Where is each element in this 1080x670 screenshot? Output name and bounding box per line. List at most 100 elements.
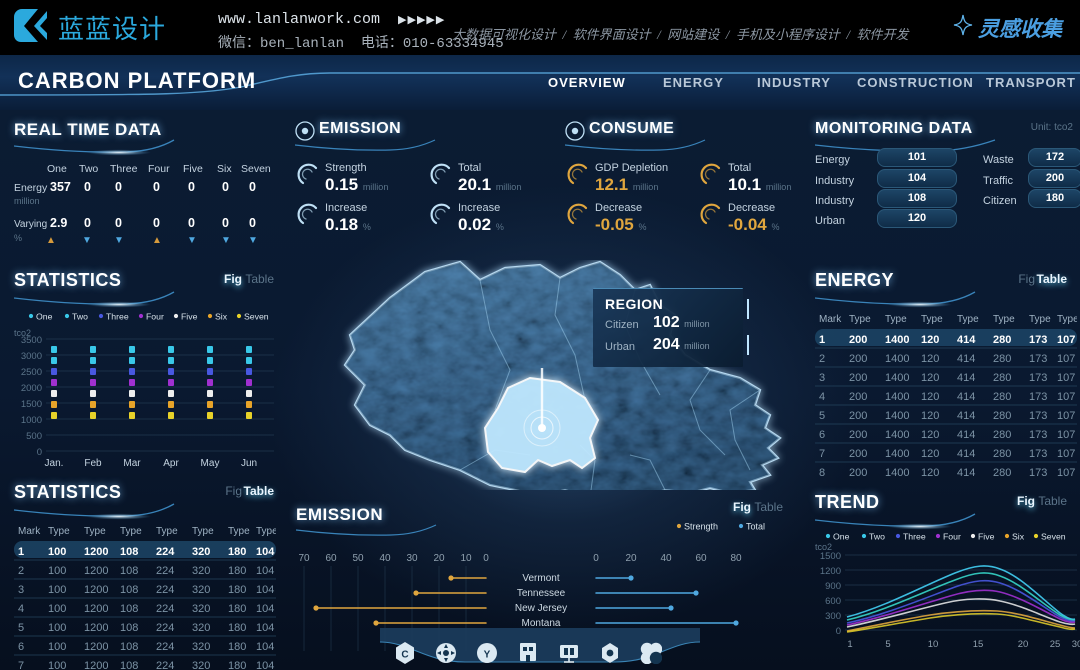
svg-text:60: 60	[325, 553, 337, 564]
svg-text:320: 320	[192, 584, 210, 596]
svg-text:173: 173	[1029, 334, 1047, 346]
svg-text:180: 180	[228, 603, 246, 615]
svg-text:224: 224	[156, 546, 175, 558]
svg-text:7: 7	[819, 448, 825, 460]
svg-text:5: 5	[885, 639, 890, 650]
svg-text:200: 200	[849, 353, 867, 365]
svg-text:Tennessee: Tennessee	[517, 588, 566, 599]
svg-text:Y: Y	[484, 650, 491, 661]
svg-text:0: 0	[153, 180, 160, 194]
svg-text:4: 4	[819, 391, 825, 403]
svg-text:Mar: Mar	[123, 458, 141, 469]
svg-text:Two: Two	[79, 163, 98, 175]
svg-text:280: 280	[993, 448, 1011, 460]
svg-text:40: 40	[379, 553, 391, 564]
svg-text:108: 108	[120, 660, 138, 670]
svg-text:280: 280	[993, 353, 1011, 365]
svg-text:173: 173	[1029, 353, 1047, 365]
svg-text:Vermont: Vermont	[522, 573, 559, 584]
svg-text:107: 107	[1057, 429, 1075, 441]
svg-text:Type: Type	[1029, 314, 1051, 325]
svg-text:1400: 1400	[885, 334, 909, 346]
svg-text:Type: Type	[885, 314, 907, 325]
svg-text:1400: 1400	[885, 410, 909, 422]
svg-text:500: 500	[26, 431, 42, 442]
svg-text:104: 104	[256, 603, 274, 615]
svg-text:0: 0	[188, 180, 195, 194]
svg-text:120: 120	[921, 410, 939, 422]
svg-text:Four: Four	[146, 312, 164, 322]
svg-text:200: 200	[849, 429, 867, 441]
svg-text:Mark: Mark	[18, 526, 41, 537]
svg-text:1500: 1500	[820, 551, 841, 562]
svg-text:20: 20	[1018, 639, 1029, 650]
svg-text:3000: 3000	[21, 351, 42, 362]
svg-text:357: 357	[50, 180, 71, 194]
svg-text:104: 104	[256, 584, 274, 596]
svg-text:200: 200	[849, 372, 867, 384]
svg-text:100: 100	[48, 660, 66, 670]
svg-text:10: 10	[460, 553, 472, 564]
svg-text:Two: Two	[869, 532, 885, 542]
svg-text:600: 600	[825, 596, 841, 607]
svg-text:1200: 1200	[84, 603, 108, 615]
svg-text:200: 200	[849, 467, 867, 477]
svg-text:30: 30	[406, 553, 418, 564]
svg-text:108: 108	[120, 641, 138, 653]
svg-text:180: 180	[228, 546, 246, 558]
svg-text:0: 0	[836, 626, 841, 637]
svg-text:120: 120	[921, 353, 939, 365]
svg-text:107: 107	[1057, 372, 1075, 384]
svg-text:120: 120	[921, 372, 939, 384]
svg-text:Six: Six	[215, 312, 228, 322]
svg-text:3: 3	[819, 372, 825, 384]
svg-text:▼: ▼	[248, 235, 258, 246]
svg-text:108: 108	[120, 546, 138, 558]
svg-text:280: 280	[993, 391, 1011, 403]
svg-text:2000: 2000	[21, 383, 42, 394]
svg-text:Six: Six	[1012, 532, 1025, 542]
svg-text:100: 100	[48, 603, 66, 615]
svg-text:▼: ▼	[221, 235, 231, 246]
svg-text:1400: 1400	[885, 391, 909, 403]
svg-text:173: 173	[1029, 429, 1047, 441]
svg-text:320: 320	[192, 641, 210, 653]
svg-text:280: 280	[993, 410, 1011, 422]
svg-text:Type: Type	[921, 314, 943, 325]
svg-text:100: 100	[48, 565, 66, 577]
svg-text:New Jersey: New Jersey	[515, 603, 567, 614]
svg-text:2500: 2500	[21, 367, 42, 378]
svg-text:180: 180	[228, 622, 246, 634]
svg-text:180: 180	[228, 584, 246, 596]
svg-text:▲: ▲	[152, 235, 162, 246]
svg-text:Strength: Strength	[684, 522, 718, 532]
svg-text:224: 224	[156, 565, 174, 577]
svg-text:173: 173	[1029, 448, 1047, 460]
svg-text:200: 200	[849, 391, 867, 403]
svg-text:5: 5	[819, 410, 825, 422]
svg-text:May: May	[201, 458, 220, 469]
svg-text:2.9: 2.9	[50, 216, 67, 230]
svg-text:1200: 1200	[820, 566, 841, 577]
svg-text:15: 15	[973, 639, 984, 650]
svg-text:10: 10	[928, 639, 939, 650]
svg-text:Four: Four	[943, 532, 961, 542]
svg-text:60: 60	[695, 553, 707, 564]
svg-text:50: 50	[352, 553, 364, 564]
svg-text:Three: Three	[110, 163, 138, 175]
svg-text:Three: Three	[903, 532, 926, 542]
svg-text:173: 173	[1029, 391, 1047, 403]
svg-text:107: 107	[1057, 467, 1075, 477]
svg-text:1200: 1200	[84, 641, 108, 653]
svg-text:3: 3	[18, 584, 24, 596]
svg-text:224: 224	[156, 641, 174, 653]
svg-text:Apr: Apr	[163, 458, 179, 469]
svg-text:320: 320	[192, 603, 210, 615]
svg-text:0: 0	[249, 216, 256, 230]
svg-text:Type: Type	[84, 526, 106, 537]
svg-text:Seven: Seven	[1041, 532, 1066, 542]
svg-text:1: 1	[819, 334, 825, 346]
svg-text:107: 107	[1057, 353, 1075, 365]
svg-text:1400: 1400	[885, 429, 909, 441]
svg-text:224: 224	[156, 603, 174, 615]
